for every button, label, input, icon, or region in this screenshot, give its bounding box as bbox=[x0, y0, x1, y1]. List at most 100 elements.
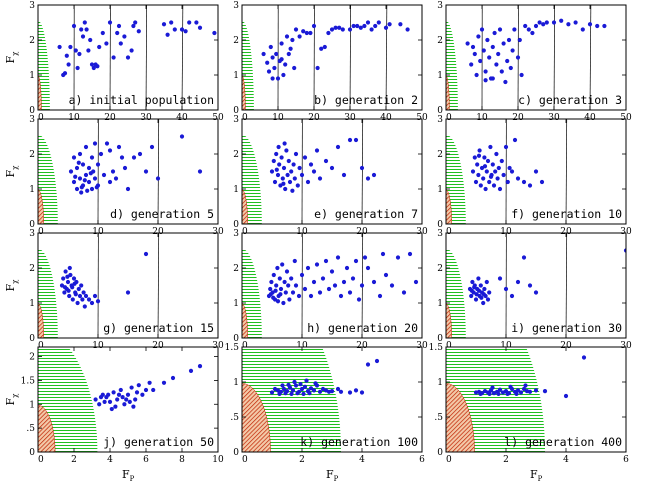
data-point bbox=[291, 162, 296, 167]
optimal-region bbox=[38, 404, 56, 452]
data-point bbox=[292, 379, 297, 385]
data-point bbox=[143, 169, 149, 174]
data-point bbox=[479, 27, 485, 32]
data-point bbox=[79, 27, 84, 32]
data-point bbox=[326, 286, 332, 292]
data-point bbox=[537, 20, 542, 25]
data-point bbox=[508, 65, 513, 71]
y-tick-label: 2 bbox=[233, 264, 239, 274]
data-point bbox=[76, 160, 81, 165]
data-point bbox=[512, 137, 518, 143]
x-tick-label: 4 bbox=[359, 455, 365, 465]
panel-8: 0 10 20 30 0 1 2 3 h) generation 20 bbox=[233, 229, 428, 351]
data-point bbox=[469, 288, 474, 293]
data-point bbox=[290, 188, 295, 193]
y-tick-label: 0 bbox=[233, 334, 239, 344]
data-point bbox=[304, 30, 309, 36]
data-point bbox=[539, 179, 545, 185]
data-point bbox=[304, 378, 309, 383]
data-point bbox=[122, 402, 127, 407]
data-point bbox=[320, 276, 326, 281]
data-point bbox=[275, 76, 281, 81]
data-point bbox=[496, 51, 501, 57]
data-point bbox=[72, 281, 77, 286]
data-point bbox=[472, 285, 477, 290]
data-point bbox=[371, 279, 377, 285]
data-point bbox=[347, 290, 353, 295]
optimal-region bbox=[242, 75, 246, 110]
data-point bbox=[383, 25, 389, 30]
panel-2: 0 10 20 30 40 50 0 1 2 3 b) generation 2 bbox=[233, 1, 428, 123]
plot-area bbox=[38, 347, 218, 452]
panel-title: f) generation 10 bbox=[511, 207, 622, 221]
data-point bbox=[284, 148, 289, 153]
data-point bbox=[274, 167, 279, 172]
data-point bbox=[293, 27, 299, 32]
data-point bbox=[118, 387, 123, 393]
y-tick-label: 1 bbox=[437, 378, 443, 388]
contour-line bbox=[565, 119, 568, 224]
data-point bbox=[65, 274, 70, 279]
data-point bbox=[484, 169, 489, 174]
data-point bbox=[470, 44, 476, 50]
panel-frame bbox=[241, 118, 423, 225]
data-point bbox=[279, 155, 284, 160]
data-point bbox=[297, 34, 302, 39]
data-point bbox=[124, 397, 129, 402]
data-point bbox=[288, 46, 293, 51]
y-tick-label: 0 bbox=[437, 448, 443, 458]
data-point bbox=[151, 387, 156, 393]
data-point bbox=[77, 176, 83, 181]
data-point bbox=[351, 23, 356, 29]
data-point bbox=[362, 23, 367, 29]
data-point bbox=[311, 388, 317, 393]
feasible-region bbox=[446, 134, 466, 224]
panel-title: b) generation 2 bbox=[314, 93, 418, 107]
plot-area bbox=[446, 119, 568, 224]
panel-title: a) initial population bbox=[69, 93, 214, 107]
data-point bbox=[347, 27, 353, 32]
data-point bbox=[527, 183, 533, 188]
x-tick-label: 20 bbox=[152, 227, 164, 237]
y-tick-label: 0 bbox=[437, 334, 443, 344]
data-point bbox=[313, 381, 318, 386]
data-point bbox=[305, 265, 311, 271]
data-point bbox=[521, 386, 527, 392]
x-tick-label: 30 bbox=[620, 227, 632, 237]
data-point bbox=[581, 355, 587, 360]
x-tick-label: 0 bbox=[242, 113, 248, 123]
data-point bbox=[301, 29, 306, 34]
data-point bbox=[97, 44, 102, 50]
data-point bbox=[484, 279, 489, 285]
data-point bbox=[271, 158, 276, 164]
data-point bbox=[119, 155, 125, 160]
data-point bbox=[482, 286, 487, 292]
x-tick-label: 20 bbox=[560, 341, 572, 351]
data-point bbox=[92, 293, 98, 299]
panel-frame bbox=[445, 232, 627, 339]
y-tick-label: 2 bbox=[233, 150, 239, 160]
data-point bbox=[340, 27, 345, 32]
x-tick-label: 40 bbox=[584, 113, 596, 123]
data-point bbox=[541, 22, 546, 27]
data-point bbox=[353, 388, 359, 393]
data-point bbox=[341, 172, 347, 178]
x-tick-label: 30 bbox=[344, 113, 356, 123]
data-point bbox=[512, 27, 517, 32]
data-point bbox=[481, 292, 486, 297]
x-tick-label: 0 bbox=[242, 227, 248, 237]
data-point bbox=[472, 51, 477, 57]
data-point bbox=[533, 290, 539, 295]
data-point bbox=[322, 44, 327, 50]
plot-area bbox=[242, 347, 380, 452]
data-point bbox=[67, 265, 72, 271]
x-tick-label: 0 bbox=[446, 455, 452, 465]
data-point bbox=[389, 283, 395, 288]
data-point bbox=[551, 20, 557, 25]
y-tick-label: 2 bbox=[29, 264, 35, 274]
x-tick-label: 6 bbox=[419, 455, 425, 465]
feasible-region bbox=[38, 134, 58, 224]
data-point bbox=[337, 25, 342, 30]
